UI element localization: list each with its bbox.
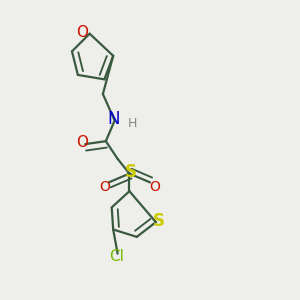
Text: O: O: [76, 25, 88, 40]
Text: S: S: [125, 163, 137, 181]
Text: Cl: Cl: [109, 249, 124, 264]
Text: O: O: [76, 135, 88, 150]
Text: O: O: [149, 180, 160, 194]
Text: N: N: [107, 110, 119, 128]
Text: S: S: [153, 212, 165, 230]
Text: H: H: [128, 117, 137, 130]
Text: O: O: [99, 180, 110, 194]
